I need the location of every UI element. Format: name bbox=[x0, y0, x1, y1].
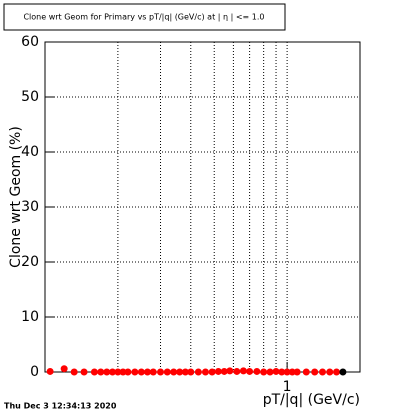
data-point bbox=[119, 368, 127, 376]
data-point bbox=[70, 368, 78, 376]
data-point bbox=[97, 368, 105, 376]
data-point bbox=[318, 368, 326, 376]
data-point bbox=[157, 368, 165, 376]
data-point bbox=[220, 367, 228, 375]
data-point bbox=[170, 368, 178, 376]
data-point bbox=[278, 368, 286, 376]
title-box bbox=[3, 3, 286, 31]
data-point bbox=[124, 368, 132, 376]
x-tick-label: 1 bbox=[283, 379, 292, 395]
data-point bbox=[293, 368, 301, 376]
y-tick-label: 20 bbox=[21, 254, 39, 270]
y-tick-label: 50 bbox=[21, 89, 39, 105]
data-point bbox=[187, 368, 195, 376]
data-point bbox=[80, 368, 88, 376]
data-point bbox=[260, 368, 268, 376]
data-point bbox=[46, 367, 54, 375]
data-point bbox=[108, 368, 116, 376]
y-tick-label: 40 bbox=[21, 144, 39, 160]
data-point bbox=[233, 367, 241, 375]
data-point bbox=[283, 368, 291, 376]
y-tick-label: 10 bbox=[21, 309, 39, 325]
data-point bbox=[214, 367, 222, 375]
data-point bbox=[288, 368, 296, 376]
data-point bbox=[253, 367, 261, 375]
data-point bbox=[194, 368, 202, 376]
chart-title: Clone wrt Geom for Primary vs pT/|q| (Ge… bbox=[23, 13, 264, 22]
data-point bbox=[246, 367, 254, 375]
data-point bbox=[163, 368, 171, 376]
y-tick-label: 30 bbox=[21, 199, 39, 215]
data-point bbox=[266, 368, 274, 376]
data-point bbox=[226, 367, 234, 375]
data-point bbox=[201, 368, 209, 376]
data-point bbox=[143, 368, 151, 376]
data-point bbox=[339, 368, 347, 376]
data-point bbox=[176, 368, 184, 376]
y-tick-label: 60 bbox=[21, 34, 39, 50]
data-point bbox=[239, 367, 247, 375]
data-point bbox=[114, 368, 122, 376]
y-axis-title: Clone wrt Geom (%) bbox=[8, 126, 24, 268]
data-point bbox=[60, 365, 68, 373]
data-point bbox=[181, 368, 189, 376]
data-point bbox=[208, 368, 216, 376]
data-point bbox=[326, 368, 334, 376]
data-point bbox=[103, 368, 111, 376]
data-point bbox=[311, 368, 319, 376]
y-tick-label: 0 bbox=[30, 364, 39, 380]
data-point bbox=[333, 368, 341, 376]
footer: Thu Dec 3 12:34:13 2020 bbox=[4, 402, 117, 411]
data-point bbox=[137, 368, 145, 376]
x-axis-title: pT/|q| (GeV/c) bbox=[263, 392, 360, 408]
data-point bbox=[131, 368, 139, 376]
data-point bbox=[149, 368, 157, 376]
data-point bbox=[302, 368, 310, 376]
data-point bbox=[272, 367, 280, 375]
data-point bbox=[90, 368, 98, 376]
